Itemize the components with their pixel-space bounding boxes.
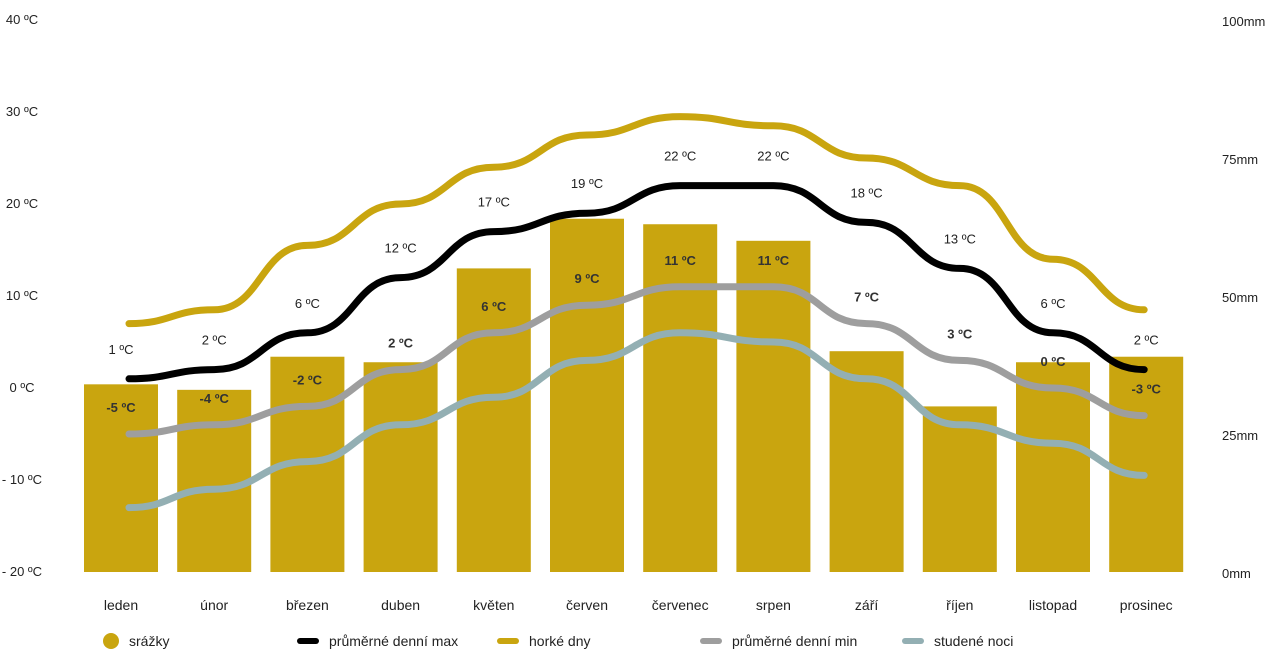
left-tick-label: 30 ºC (6, 104, 38, 119)
month-label: červenec (652, 597, 709, 613)
precipitation-bar (550, 218, 624, 572)
precipitation-bar (922, 406, 997, 572)
legend-label-precipitation: srážky (129, 633, 170, 649)
legend-swatch-hot-days (497, 638, 519, 644)
max-temp-label: 12 ºC (384, 241, 416, 256)
min-temp-label: 2 ºC (388, 336, 414, 351)
min-temp-label: 11 ºC (758, 253, 790, 268)
month-label: červen (566, 597, 608, 613)
legend-swatch-precipitation (103, 633, 119, 649)
max-temp-label: 2 ºC (202, 333, 227, 348)
max-temp-label: 6 ºC (1041, 296, 1066, 311)
min-temp-label: 6 ºC (481, 299, 507, 314)
max-temp-label: 19 ºC (571, 176, 603, 191)
legend-swatch-avg-min (700, 638, 722, 644)
precipitation-bar (363, 362, 438, 572)
left-tick-label: - 10 ºC (2, 472, 42, 487)
max-temp-label: 22 ºC (757, 149, 789, 164)
left-tick-label: 20 ºC (6, 196, 38, 211)
month-label: únor (200, 597, 228, 613)
min-temp-label: -2 ºC (293, 372, 323, 387)
precipitation-bar (643, 224, 718, 573)
min-temp-label: -3 ºC (1132, 382, 1162, 397)
month-label: listopad (1029, 597, 1077, 613)
series-line-průměrné denní min (125, 283, 1148, 438)
legend-item-cold-nights: studené noci (902, 633, 1013, 649)
max-temp-label: 2 ºC (1134, 333, 1159, 348)
legend-label-cold-nights: studené noci (934, 633, 1014, 649)
right-tick-label: 100mm (1222, 14, 1265, 29)
right-tick-label: 25mm (1222, 428, 1258, 443)
max-temp-label: 22 ºC (664, 149, 696, 164)
min-temp-label: 7 ºC (854, 290, 880, 305)
month-label: prosinec (1120, 597, 1173, 613)
value-labels: 1 ºC 2 ºC 6 ºC 12 ºC 17 ºC 19 ºC 22 ºC 22 ºC 18 … (106, 149, 1161, 415)
legend-swatch-cold-nights (902, 638, 924, 644)
series-line-horké dny (125, 113, 1148, 328)
month-label: leden (104, 597, 138, 613)
left-tick-label: 10 ºC (6, 288, 38, 303)
month-label: srpen (756, 597, 791, 613)
max-temp-label: 6 ºC (295, 296, 320, 311)
precipitation-bar (1016, 362, 1090, 572)
precipitation-bar (1109, 356, 1184, 572)
max-temp-label: 13 ºC (944, 231, 976, 246)
right-tick-label: 75mm (1222, 152, 1258, 167)
right-tick-label: 50mm (1222, 290, 1258, 305)
temperature-lines (125, 113, 1148, 512)
legend-item-avg-max: průměrné denní max (297, 633, 458, 649)
max-temp-label: 17 ºC (478, 195, 510, 210)
max-temp-label: 1 ºC (109, 342, 134, 357)
min-temp-label: 11 ºC (664, 253, 696, 268)
min-temp-label: 0 ºC (1041, 354, 1067, 369)
min-temp-label: -5 ºC (106, 400, 136, 415)
month-label: květen (473, 597, 514, 613)
series-line-průměrné denní max (125, 182, 1148, 383)
min-temp-label: -4 ºC (200, 391, 230, 406)
month-label: říjen (946, 597, 973, 613)
left-axis: 40 ºC 30 ºC 20 ºC 10 ºC 0 ºC - 10 ºC - 20 ºC (2, 12, 42, 579)
precipitation-bar (736, 240, 811, 573)
legend-label-avg-min: průměrné denní min (732, 633, 858, 649)
left-tick-label: 40 ºC (6, 12, 38, 27)
weather-chart: 40 ºC 30 ºC 20 ºC 10 ºC 0 ºC - 10 ºC - 20 ºC 1… (2, 12, 1265, 613)
right-axis: 100mm 75mm 50mm 25mm 0mm (1222, 14, 1265, 581)
min-temp-label: 9 ºC (575, 271, 601, 286)
max-temp-label: 18 ºC (850, 185, 882, 200)
legend-label-avg-max: průměrné denní max (329, 633, 459, 649)
precipitation-bars (84, 218, 1184, 573)
legend-item-hot-days: horké dny (497, 633, 590, 649)
month-label: duben (381, 597, 420, 613)
precipitation-bar (177, 389, 252, 572)
legend-item-avg-min: průměrné denní min (700, 633, 857, 649)
legend: srážky průměrné denní max horké dny prům… (0, 633, 1267, 655)
left-tick-label: 0 ºC (10, 380, 35, 395)
left-tick-label: - 20 ºC (2, 564, 42, 579)
series-line-studené noci (125, 329, 1148, 512)
min-temp-label: 3 ºC (947, 326, 973, 341)
month-label: září (855, 597, 878, 613)
month-label: březen (286, 597, 329, 613)
right-tick-label: 0mm (1222, 566, 1251, 581)
legend-item-precipitation: srážky (103, 633, 169, 649)
precipitation-bar (456, 268, 531, 572)
category-axis: leden únor březen duben květen červen červenec… (104, 597, 1173, 613)
legend-swatch-avg-max (297, 638, 319, 644)
legend-label-hot-days: horké dny (529, 633, 591, 649)
precipitation-bar (84, 384, 158, 572)
